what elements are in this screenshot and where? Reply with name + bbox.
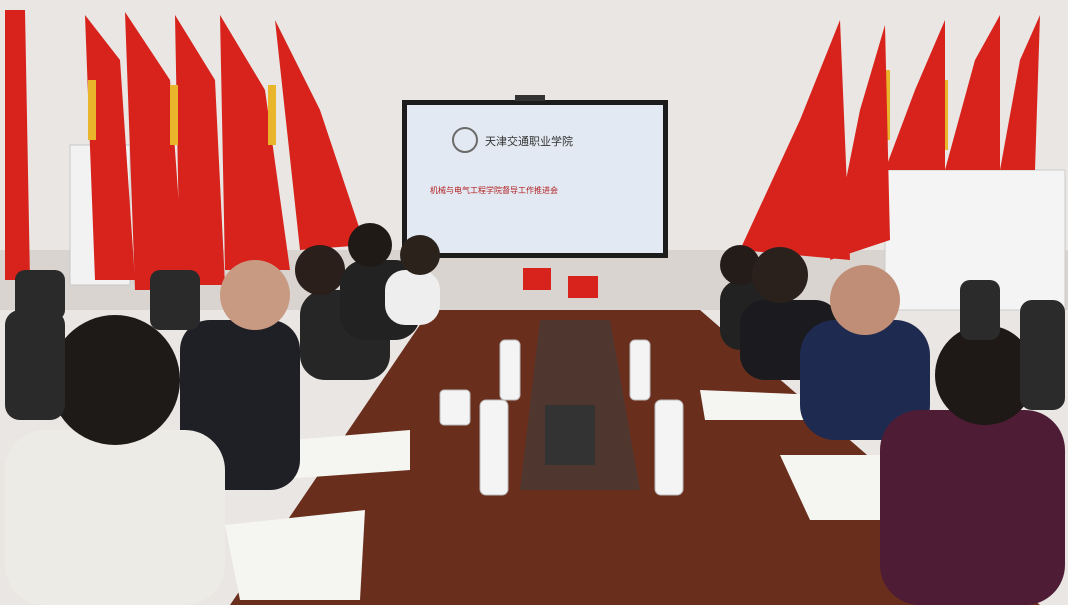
chairs-left — [5, 270, 200, 420]
table — [230, 310, 1040, 605]
people-right — [720, 245, 1065, 605]
screen — [407, 105, 663, 253]
camera — [515, 95, 545, 101]
people-left — [5, 223, 440, 605]
desk-flag — [523, 268, 551, 290]
screen-logo — [452, 127, 478, 153]
screen-header: 天津交通职业学院 — [485, 134, 573, 148]
desk-flag — [568, 276, 598, 298]
papers — [225, 390, 890, 600]
flags-left — [5, 10, 365, 290]
screen-title: 机械与电气工程学院督导工作推进会 — [430, 185, 558, 195]
flower-pot — [545, 405, 595, 465]
flags-right — [740, 15, 1040, 260]
bottles — [439, 339, 684, 496]
